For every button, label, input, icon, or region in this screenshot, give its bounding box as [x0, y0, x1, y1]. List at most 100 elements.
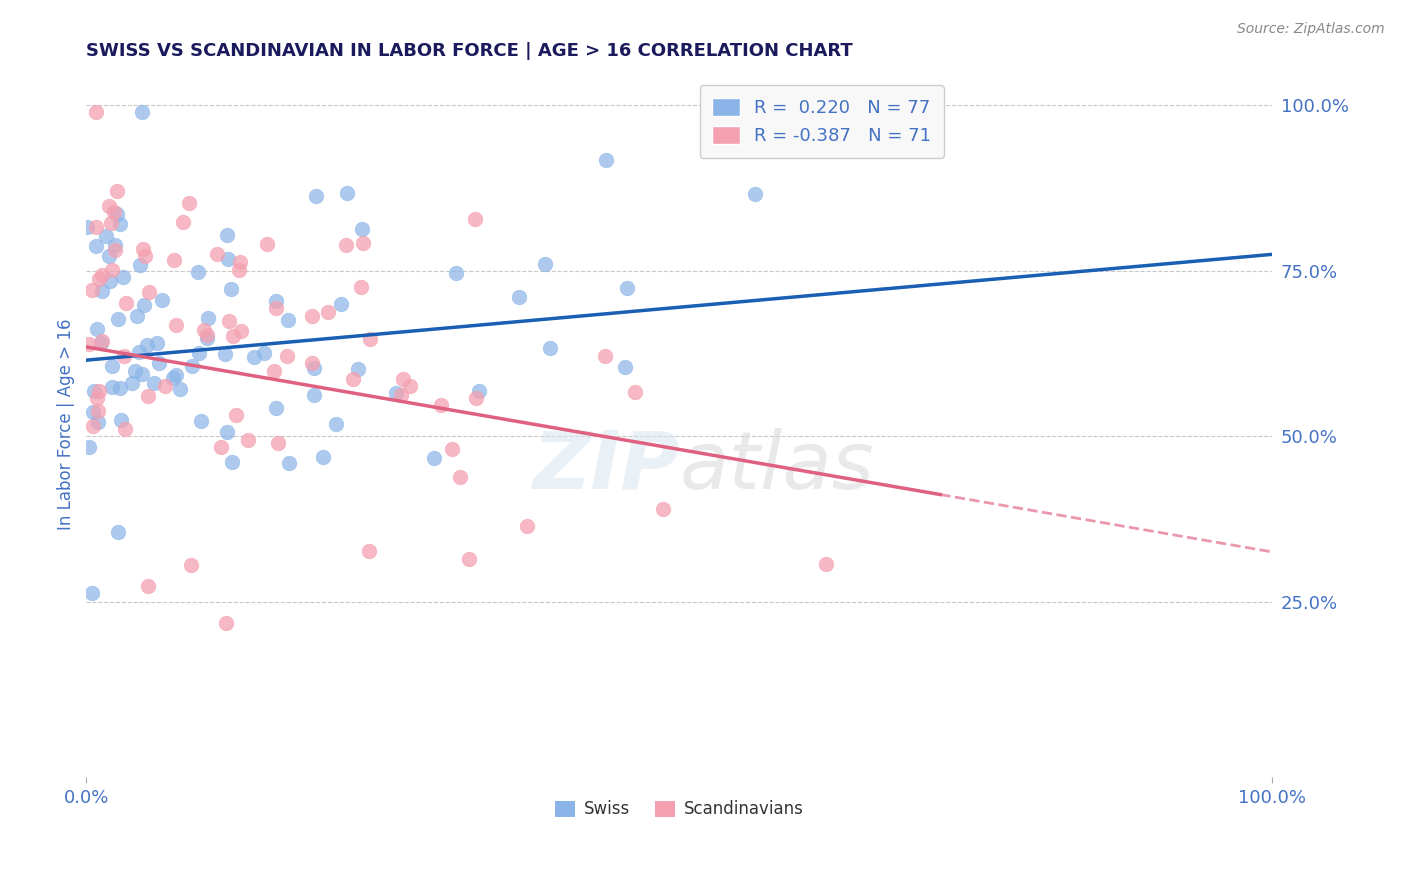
- Point: [127, 309, 149, 323]
- Point: [385, 386, 408, 401]
- Point: [110, 413, 132, 427]
- Point: [359, 332, 381, 346]
- Point: [815, 557, 838, 571]
- Point: [399, 379, 422, 393]
- Point: [162, 371, 184, 385]
- Point: [221, 455, 243, 469]
- Point: [217, 252, 239, 267]
- Y-axis label: In Labor Force | Age > 16: In Labor Force | Age > 16: [58, 319, 75, 531]
- Point: [112, 269, 135, 284]
- Point: [458, 551, 481, 566]
- Point: [195, 328, 218, 343]
- Point: [350, 279, 373, 293]
- Point: [91, 284, 114, 298]
- Point: [534, 257, 557, 271]
- Point: [77, 336, 100, 351]
- Point: [103, 204, 125, 219]
- Point: [145, 335, 167, 350]
- Point: [347, 362, 370, 376]
- Point: [301, 356, 323, 370]
- Point: [105, 207, 128, 221]
- Point: [90, 334, 112, 348]
- Point: [267, 436, 290, 450]
- Point: [153, 379, 176, 393]
- Point: [218, 314, 240, 328]
- Point: [138, 285, 160, 300]
- Point: [624, 385, 647, 400]
- Point: [392, 372, 415, 386]
- Point: [87, 404, 110, 418]
- Point: [105, 184, 128, 198]
- Point: [422, 451, 444, 466]
- Point: [446, 266, 468, 280]
- Point: [430, 398, 453, 412]
- Point: [165, 318, 187, 332]
- Point: [163, 252, 186, 267]
- Point: [593, 349, 616, 363]
- Point: [330, 296, 353, 310]
- Point: [357, 543, 380, 558]
- Point: [441, 442, 464, 456]
- Point: [101, 263, 124, 277]
- Point: [335, 238, 357, 252]
- Point: [101, 359, 124, 374]
- Text: atlas: atlas: [679, 428, 875, 506]
- Point: [264, 401, 287, 415]
- Point: [97, 199, 120, 213]
- Point: [214, 347, 236, 361]
- Point: [595, 153, 617, 167]
- Point: [219, 282, 242, 296]
- Point: [86, 219, 108, 234]
- Point: [150, 293, 173, 308]
- Point: [449, 469, 471, 483]
- Point: [96, 228, 118, 243]
- Point: [352, 235, 374, 250]
- Point: [87, 272, 110, 286]
- Point: [90, 268, 112, 282]
- Point: [148, 356, 170, 370]
- Point: [180, 359, 202, 373]
- Point: [98, 274, 121, 288]
- Point: [266, 301, 288, 316]
- Point: [215, 425, 238, 439]
- Point: [464, 392, 486, 406]
- Point: [229, 255, 252, 269]
- Point: [124, 363, 146, 377]
- Point: [131, 105, 153, 120]
- Point: [165, 368, 187, 382]
- Point: [177, 195, 200, 210]
- Point: [305, 189, 328, 203]
- Point: [79, 440, 101, 454]
- Point: [253, 346, 276, 360]
- Point: [256, 237, 278, 252]
- Point: [238, 433, 260, 447]
- Point: [128, 258, 150, 272]
- Point: [228, 263, 250, 277]
- Point: [209, 440, 232, 454]
- Point: [107, 525, 129, 540]
- Point: [114, 296, 136, 310]
- Point: [215, 615, 238, 630]
- Point: [100, 216, 122, 230]
- Point: [225, 408, 247, 422]
- Point: [342, 371, 364, 385]
- Point: [325, 417, 347, 431]
- Point: [87, 415, 110, 429]
- Point: [350, 221, 373, 235]
- Point: [76, 219, 98, 234]
- Point: [112, 349, 135, 363]
- Point: [301, 309, 323, 323]
- Point: [104, 244, 127, 258]
- Point: [540, 341, 562, 355]
- Point: [278, 456, 301, 470]
- Point: [302, 360, 325, 375]
- Point: [217, 228, 239, 243]
- Point: [468, 384, 491, 398]
- Point: [98, 249, 121, 263]
- Point: [101, 380, 124, 394]
- Point: [80, 283, 103, 297]
- Point: [651, 502, 673, 516]
- Point: [516, 519, 538, 533]
- Point: [114, 422, 136, 436]
- Point: [121, 376, 143, 391]
